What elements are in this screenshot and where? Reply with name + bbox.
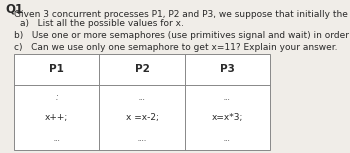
Text: P2: P2: [134, 64, 149, 74]
Text: :: :: [55, 93, 58, 102]
Text: Given 3 concurrent processes P1, P2 and P3, we suppose that initially the shared: Given 3 concurrent processes P1, P2 and …: [14, 10, 350, 19]
Text: P3: P3: [220, 64, 235, 74]
Text: Q1: Q1: [5, 2, 23, 15]
Text: x++;: x++;: [45, 113, 68, 122]
Text: ...: ...: [53, 134, 60, 143]
Text: ...: ...: [224, 134, 231, 143]
Text: x=x*3;: x=x*3;: [212, 113, 243, 122]
Text: ...: ...: [224, 93, 231, 102]
Text: a)   List all the possible values for x.: a) List all the possible values for x.: [20, 19, 184, 28]
Text: c)   Can we use only one semaphore to get x=11? Explain your answer.: c) Can we use only one semaphore to get …: [14, 43, 337, 52]
Text: ...: ...: [139, 93, 146, 102]
Text: P1: P1: [49, 64, 64, 74]
Text: b)   Use one or more semaphores (use primitives signal and wait) in order to get: b) Use one or more semaphores (use primi…: [14, 31, 350, 40]
Text: x =x-2;: x =x-2;: [126, 113, 159, 122]
Text: ....: ....: [137, 134, 147, 143]
Bar: [14, 54, 270, 150]
